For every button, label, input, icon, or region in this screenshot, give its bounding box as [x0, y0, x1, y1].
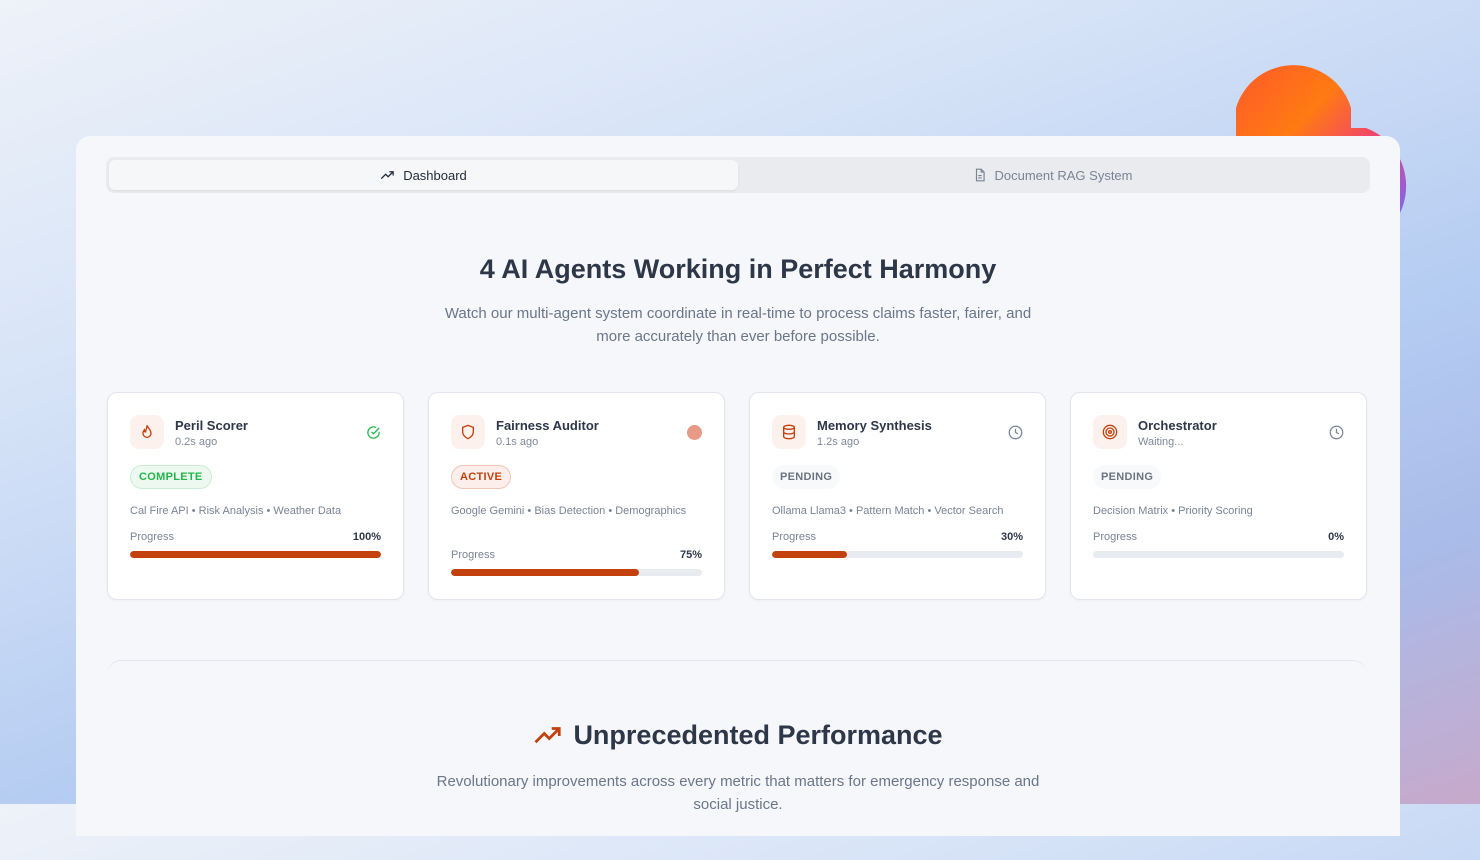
agent-time: Waiting... [1138, 436, 1184, 448]
document-icon [975, 168, 985, 182]
progress-row: Progress 75% [451, 549, 702, 561]
agent-time: 1.2s ago [817, 436, 860, 448]
main-panel: Dashboard Document RAG System 4 AI Agent… [76, 136, 1400, 836]
progress-value: 0% [1328, 531, 1344, 543]
clock-icon [1328, 424, 1344, 440]
performance-title: Unprecedented Performance [76, 720, 1400, 751]
agent-name: Memory Synthesis [817, 418, 932, 433]
clock-icon [1007, 424, 1023, 440]
progress-fill [772, 551, 848, 558]
agent-name: Peril Scorer [175, 418, 248, 433]
progress-bar [772, 551, 1023, 558]
tab-label: Document RAG System [994, 167, 1133, 183]
agent-tags: Cal Fire API • Risk Analysis • Weather D… [130, 505, 342, 517]
target-icon [1093, 415, 1127, 449]
progress-bar [1093, 551, 1344, 558]
agent-tags: Ollama Llama3 • Pattern Match • Vector S… [772, 505, 1004, 517]
check-circle-icon [365, 424, 381, 440]
progress-bar [130, 551, 381, 558]
progress-value: 30% [1000, 531, 1023, 543]
progress-row: Progress 30% [772, 531, 1023, 543]
agent-card-peril-scorer[interactable]: Peril Scorer 0.2s ago COMPLETE Cal Fire … [107, 392, 404, 600]
status-badge: PENDING [1093, 465, 1162, 489]
page-title: 4 AI Agents Working in Perfect Harmony [479, 254, 997, 284]
tab-dashboard[interactable]: Dashboard [109, 160, 738, 190]
performance-section [107, 660, 1367, 860]
trending-up-icon [380, 170, 394, 179]
agent-card-fairness-auditor[interactable]: Fairness Auditor 0.1s ago ACTIVE Google … [428, 392, 725, 600]
trending-up-icon [534, 726, 562, 743]
agent-tags: Decision Matrix • Priority Scoring [1093, 505, 1253, 517]
shield-icon [451, 415, 485, 449]
flame-icon [130, 415, 164, 449]
progress-label: Progress [1093, 531, 1138, 543]
agent-name: Orchestrator [1138, 418, 1217, 433]
agent-time: 0.1s ago [496, 436, 539, 448]
agent-time: 0.2s ago [175, 436, 218, 448]
status-badge: COMPLETE [130, 465, 212, 489]
progress-value: 100% [352, 531, 381, 543]
database-icon [772, 415, 806, 449]
progress-label: Progress [451, 549, 496, 561]
status-badge: PENDING [772, 465, 841, 489]
agent-card-memory-synthesis[interactable]: Memory Synthesis 1.2s ago PENDING Ollama… [749, 392, 1046, 600]
tab-document-rag[interactable]: Document RAG System [738, 160, 1367, 190]
page-subtitle: Watch our multi-agent system coordinate … [444, 305, 1032, 345]
progress-label: Progress [130, 531, 175, 543]
agent-name: Fairness Auditor [496, 418, 599, 433]
agent-card-orchestrator[interactable]: Orchestrator Waiting... PENDING Decision… [1070, 392, 1367, 600]
progress-row: Progress 0% [1093, 531, 1344, 543]
progress-value: 75% [679, 549, 702, 561]
active-dot-icon [686, 424, 702, 440]
progress-row: Progress 100% [130, 531, 381, 543]
progress-label: Progress [772, 531, 817, 543]
agent-tags: Google Gemini • Bias Detection • Demogra… [451, 505, 687, 517]
progress-fill [130, 551, 381, 558]
progress-bar [451, 569, 702, 576]
status-badge: ACTIVE [451, 465, 512, 489]
agent-cards: Peril Scorer 0.2s ago COMPLETE Cal Fire … [107, 392, 1367, 600]
tab-bar: Dashboard Document RAG System [106, 157, 1370, 193]
performance-title-text: Unprecedented Performance [573, 720, 943, 750]
tab-label: Dashboard [403, 167, 467, 183]
progress-fill [451, 569, 640, 576]
performance-subtitle: Revolutionary improvements across every … [436, 773, 1040, 813]
